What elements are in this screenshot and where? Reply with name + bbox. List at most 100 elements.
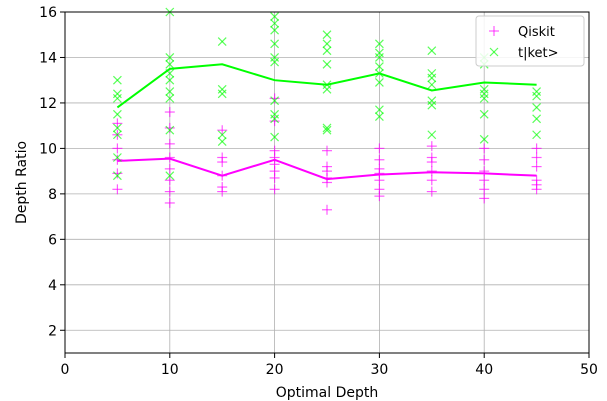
data-point-series-1 xyxy=(112,171,122,181)
data-point-series-1 xyxy=(112,153,122,162)
data-point-series-1 xyxy=(322,80,332,90)
y-tick-label: 4 xyxy=(48,278,57,294)
data-point-series-1 xyxy=(217,89,227,99)
data-point-series-1 xyxy=(165,125,175,135)
data-point-series-1 xyxy=(270,25,280,35)
data-point-series-1 xyxy=(217,130,227,140)
data-point-series-1 xyxy=(479,134,489,144)
data-point-series-0 xyxy=(322,145,332,156)
x-tick-label: 10 xyxy=(161,362,179,378)
y-tick-label: 12 xyxy=(39,96,57,112)
data-point-series-1 xyxy=(165,75,175,85)
data-point-series-0 xyxy=(217,170,228,181)
data-point-series-1 xyxy=(479,109,489,119)
data-point-series-0 xyxy=(479,166,490,177)
data-point-series-1 xyxy=(270,109,280,119)
data-point-series-0 xyxy=(112,118,123,129)
legend-entry-tket: t|ket> xyxy=(518,46,559,61)
data-point-series-0 xyxy=(426,186,437,197)
data-point-series-1 xyxy=(165,87,175,96)
data-point-series-0 xyxy=(531,175,542,186)
data-point-series-1 xyxy=(165,171,175,181)
y-tick-label: 8 xyxy=(48,187,57,203)
data-point-series-0 xyxy=(269,145,280,156)
data-point-series-1 xyxy=(427,68,437,78)
y-tick-label: 14 xyxy=(39,50,57,66)
data-point-series-0 xyxy=(374,154,385,165)
x-tick-label: 0 xyxy=(61,362,70,378)
data-point-series-1 xyxy=(270,53,280,62)
x-tick-label: 40 xyxy=(475,362,493,378)
plot-frame xyxy=(64,11,590,354)
data-point-series-1 xyxy=(374,39,384,49)
data-point-series-0 xyxy=(164,186,175,197)
data-point-series-0 xyxy=(479,175,490,186)
data-point-series-0 xyxy=(479,154,490,165)
data-point-series-1 xyxy=(112,89,122,99)
data-point-series-0 xyxy=(479,184,490,195)
legend-marker-glyph xyxy=(489,26,499,36)
legend-marker-glyph xyxy=(489,47,499,57)
data-point-series-1 xyxy=(217,84,227,94)
data-point-series-1 xyxy=(322,84,332,94)
data-point-series-0 xyxy=(217,125,228,136)
x-tick-label: 20 xyxy=(266,362,284,378)
data-point-series-0 xyxy=(426,166,437,177)
data-point-series-0 xyxy=(164,138,175,149)
data-point-series-0 xyxy=(269,184,280,195)
data-point-series-1 xyxy=(427,80,437,90)
data-point-series-0 xyxy=(269,116,280,127)
mean-line-series-1 xyxy=(116,63,537,109)
data-point-series-0 xyxy=(426,175,437,186)
data-point-series-1 xyxy=(112,75,122,85)
data-point-series-1 xyxy=(165,59,175,69)
data-point-series-1 xyxy=(270,18,280,28)
data-point-series-0 xyxy=(164,152,175,163)
data-point-series-1 xyxy=(322,59,332,69)
data-point-series-1 xyxy=(427,46,437,56)
data-point-series-1 xyxy=(322,123,332,133)
data-point-series-0 xyxy=(164,197,175,208)
data-point-series-0 xyxy=(112,154,123,165)
legend-marker-qiskit xyxy=(489,26,499,36)
data-point-series-1 xyxy=(374,62,384,71)
data-point-series-0 xyxy=(164,107,175,118)
data-point-series-0 xyxy=(322,204,332,215)
data-point-series-1 xyxy=(427,73,437,83)
data-point-series-0 xyxy=(531,161,542,172)
data-points xyxy=(112,7,542,215)
x-tick-label: 30 xyxy=(370,362,388,378)
data-point-series-0 xyxy=(479,143,490,154)
y-axis-label: Depth Ratio xyxy=(14,141,30,224)
data-point-series-0 xyxy=(112,143,123,154)
data-point-series-1 xyxy=(374,112,384,121)
data-point-series-1 xyxy=(270,96,280,106)
data-point-series-0 xyxy=(112,168,123,179)
data-point-series-1 xyxy=(532,87,542,96)
y-tick-label: 6 xyxy=(48,232,57,248)
data-point-series-1 xyxy=(165,53,175,62)
data-point-series-0 xyxy=(164,122,175,133)
data-point-series-1 xyxy=(112,93,122,103)
x-axis-label: Optimal Depth xyxy=(276,385,378,401)
data-point-series-0 xyxy=(374,143,385,154)
data-point-series-1 xyxy=(532,130,542,140)
data-point-series-0 xyxy=(374,184,385,195)
legend-marker-tket xyxy=(489,47,499,57)
data-point-series-1 xyxy=(427,130,437,140)
y-tick-label: 2 xyxy=(48,323,57,339)
data-point-series-0 xyxy=(426,141,437,152)
data-point-series-1 xyxy=(374,78,384,87)
data-point-series-1 xyxy=(270,132,280,142)
data-point-series-1 xyxy=(532,114,542,124)
data-point-series-1 xyxy=(165,68,175,78)
legend-entry-qiskit: Qiskit xyxy=(518,25,555,40)
data-point-series-0 xyxy=(164,175,175,186)
data-point-series-1 xyxy=(479,84,489,94)
data-point-series-1 xyxy=(374,105,384,115)
data-point-series-1 xyxy=(322,46,332,56)
data-point-series-0 xyxy=(531,143,542,154)
data-point-series-1 xyxy=(270,12,280,21)
